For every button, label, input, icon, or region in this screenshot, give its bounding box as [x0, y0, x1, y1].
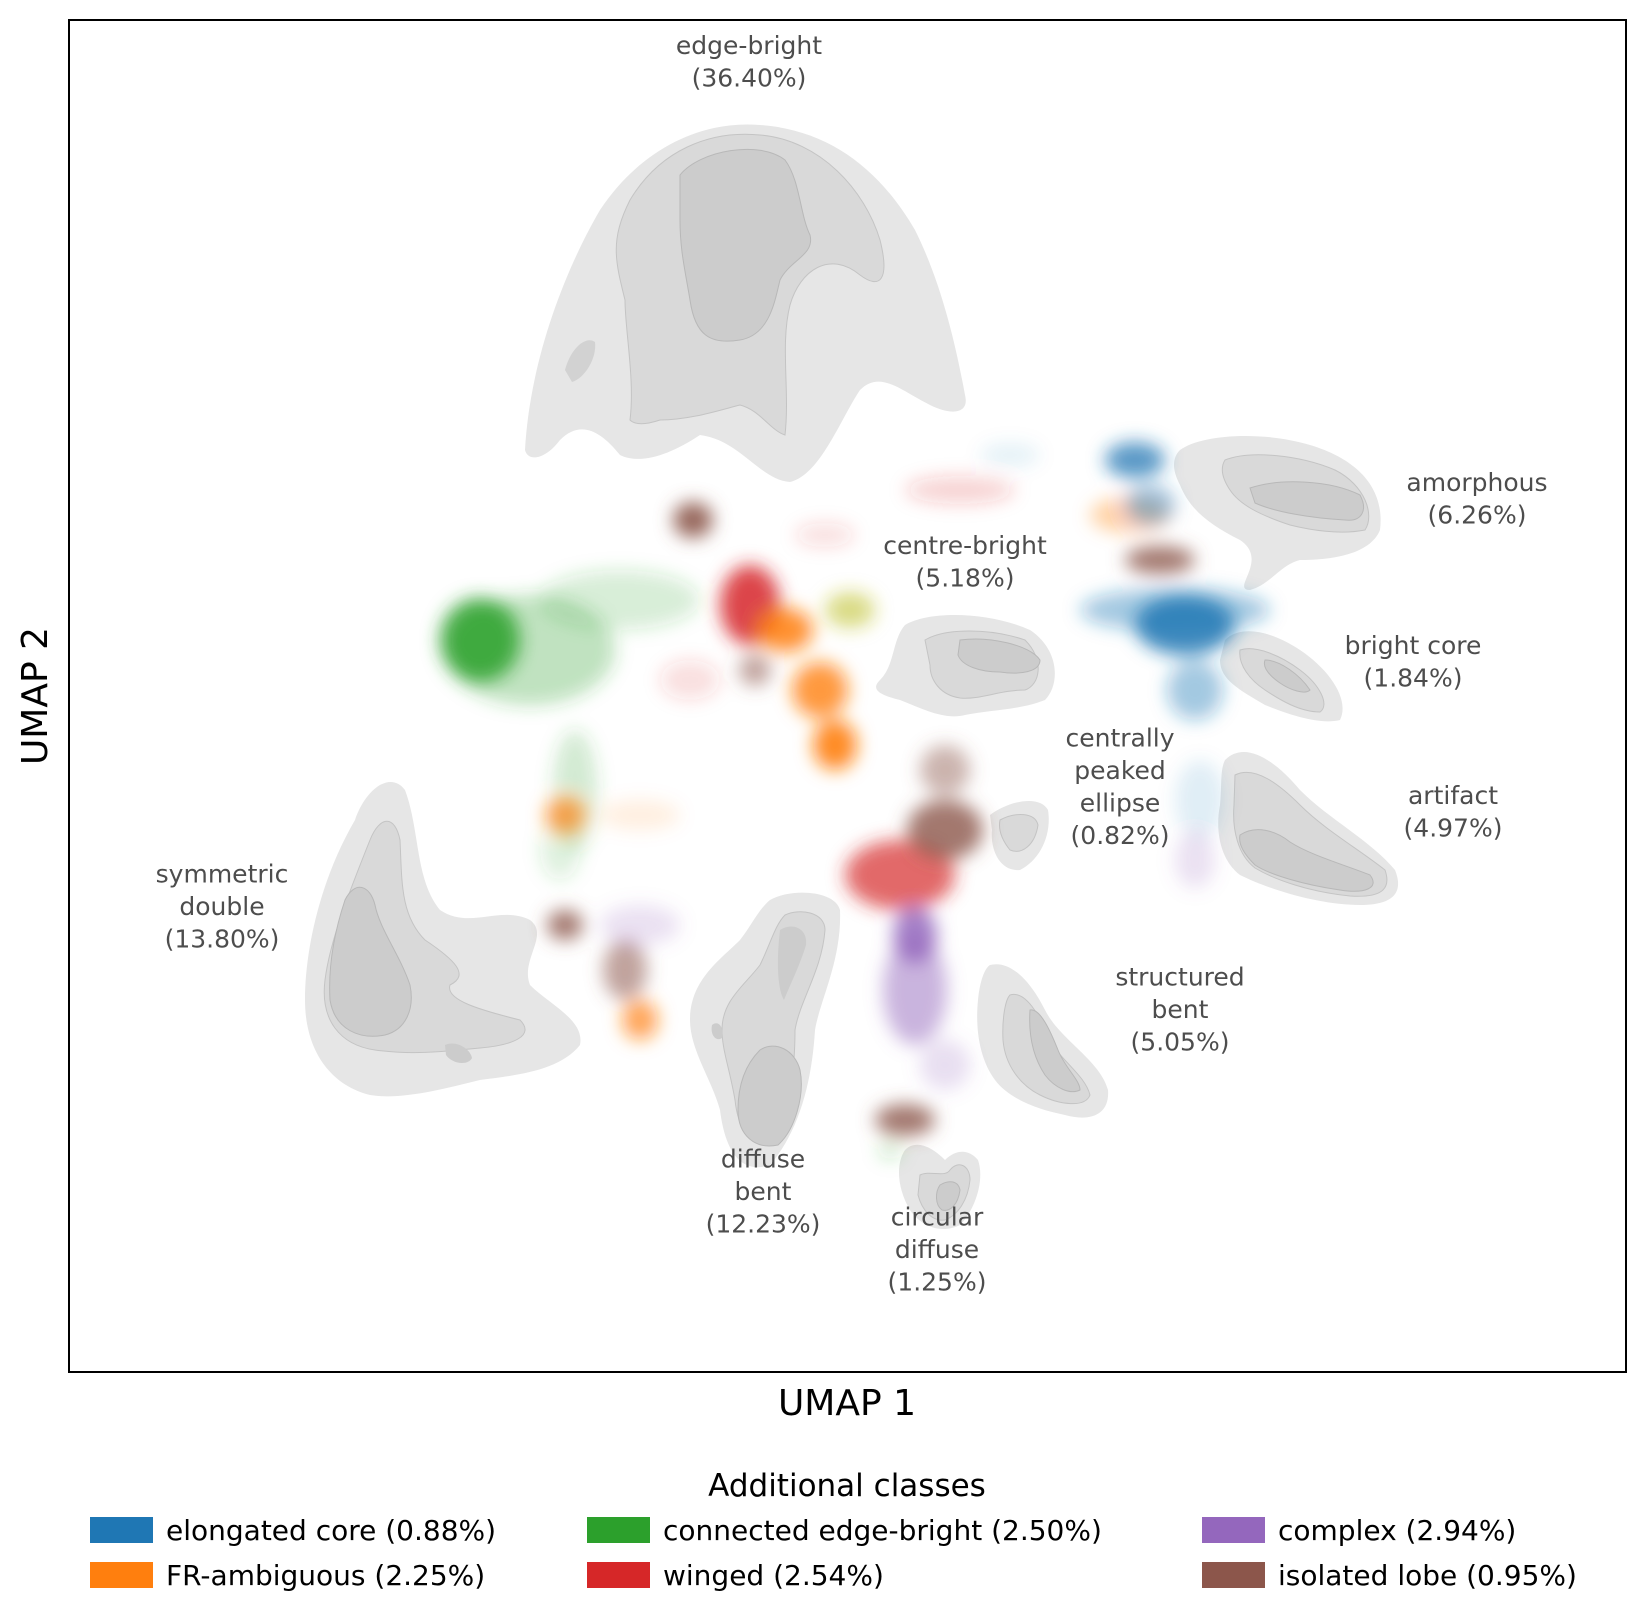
cluster-label-line: diffuse [721, 1145, 805, 1174]
legend-label: complex (2.94%) [1278, 1514, 1516, 1547]
cluster-label-circular-diffuse: circular diffuse (1.25%) [888, 1203, 987, 1297]
legend-label: winged (2.54%) [663, 1559, 884, 1592]
density-elongated-core [980, 442, 1270, 840]
legend-swatch [90, 1562, 153, 1588]
cluster-label-line: bent [735, 1177, 792, 1206]
y-axis-label: UMAP 2 [15, 627, 56, 765]
contour-diffuse-bent [690, 892, 841, 1168]
density-contours [305, 124, 1399, 1230]
legend-label: isolated lobe (0.95%) [1278, 1559, 1577, 1592]
cluster-label-line: (5.18%) [916, 563, 1015, 592]
contour-centrally-peaked-ellipse [990, 800, 1049, 871]
contour-structured-bent [977, 964, 1109, 1118]
cluster-label-artifact: artifact (4.97%) [1404, 781, 1503, 843]
cluster-label-line: (36.40%) [692, 63, 807, 92]
legend-swatch [587, 1517, 650, 1543]
legend-swatch [1202, 1562, 1265, 1588]
additional-class-densities [440, 442, 1270, 1160]
cluster-label-line: peaked [1074, 756, 1165, 785]
legend-label: elongated core (0.88%) [166, 1514, 496, 1547]
cluster-label-line: circular [891, 1203, 984, 1232]
contour-bright-core [1220, 631, 1343, 722]
density-complex [600, 832, 1215, 1090]
cluster-label-diffuse-bent: diffuse bent (12.23%) [706, 1145, 821, 1239]
cluster-label-line: edge-bright [676, 31, 822, 60]
cluster-label-edge-bright: edge-bright (36.40%) [676, 31, 822, 93]
contour-centre-bright [876, 614, 1055, 717]
cluster-label-centrally-peaked-ellipse: centrally peaked ellipse (0.82%) [1065, 723, 1174, 850]
cluster-label-line: ellipse [1080, 788, 1161, 817]
plot-area-frame [68, 19, 1627, 1373]
cluster-label-line: diffuse [895, 1235, 979, 1264]
legend-swatch [1202, 1517, 1265, 1543]
density-winged [660, 476, 1015, 910]
legend-item: connected edge-bright (2.50%) [587, 1514, 1102, 1547]
cluster-label-line: bright core [1345, 631, 1482, 660]
cluster-label-line: (4.97%) [1404, 813, 1503, 842]
x-axis-label: UMAP 1 [778, 1383, 916, 1424]
legend-item: complex (2.94%) [1202, 1514, 1516, 1547]
cluster-label-amorphous: amorphous (6.26%) [1406, 468, 1547, 530]
legend-items: elongated core (0.88%) FR-ambiguous (2.25… [90, 1514, 1577, 1592]
cluster-label-line: (1.84%) [1364, 663, 1463, 692]
contour-artifact [1218, 751, 1399, 905]
cluster-label-line: (1.25%) [888, 1268, 987, 1297]
contour-amorphous [1174, 435, 1381, 590]
cluster-label-line: double [179, 892, 264, 921]
cluster-labels: edge-bright (36.40%) amorphous (6.26%) centr… [156, 31, 1548, 1297]
legend-item: winged (2.54%) [587, 1559, 884, 1592]
legend: Additional classes elongated core (0.88%… [90, 1468, 1577, 1592]
cluster-label-symmetric-double: symmetric double (13.80%) [156, 860, 289, 954]
cluster-label-line: amorphous [1406, 468, 1547, 497]
cluster-label-centre-bright: centre-bright (5.18%) [883, 531, 1047, 593]
cluster-label-line: centrally [1065, 723, 1174, 752]
cluster-label-line: (6.26%) [1428, 500, 1527, 529]
legend-swatch [587, 1562, 650, 1588]
legend-item: FR-ambiguous (2.25%) [90, 1559, 485, 1592]
cluster-label-line: (13.80%) [165, 925, 280, 954]
cluster-label-line: (0.82%) [1071, 821, 1170, 850]
cluster-label-line: symmetric [156, 860, 289, 889]
cluster-label-line: (12.23%) [706, 1210, 821, 1239]
cluster-label-line: bent [1152, 995, 1209, 1024]
cluster-label-structured-bent: structured bent (5.05%) [1115, 963, 1244, 1057]
density-fr-ambiguous [545, 497, 1170, 1040]
legend-label: FR-ambiguous (2.25%) [166, 1559, 485, 1592]
legend-title: Additional classes [708, 1468, 986, 1504]
cluster-label-line: (5.05%) [1131, 1028, 1230, 1057]
density-isolated-lobe [547, 502, 1195, 1136]
legend-item: isolated lobe (0.95%) [1202, 1559, 1577, 1592]
legend-item: elongated core (0.88%) [90, 1514, 496, 1547]
cluster-label-bright-core: bright core (1.84%) [1345, 631, 1482, 693]
legend-swatch [90, 1517, 153, 1543]
legend-label: connected edge-bright (2.50%) [663, 1514, 1102, 1547]
cluster-label-line: structured [1115, 963, 1244, 992]
contour-edge-bright [525, 124, 966, 482]
cluster-label-line: centre-bright [883, 531, 1047, 560]
contour-circular-diffuse [898, 1144, 981, 1230]
contour-symmetric-double [305, 781, 581, 1097]
cluster-label-line: artifact [1408, 781, 1498, 810]
